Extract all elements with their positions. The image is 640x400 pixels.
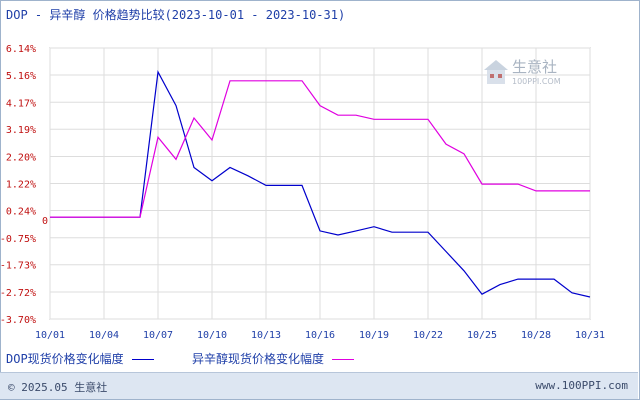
y-tick-label: 2.20% xyxy=(6,153,36,164)
grid xyxy=(49,47,591,320)
y-tick-label: -3.70% xyxy=(0,315,36,326)
x-tick-label: 10/25 xyxy=(467,330,497,341)
y-tick-label: -2.72% xyxy=(0,288,36,299)
legend-item-dop: DOP现货价格变化幅度 xyxy=(6,350,154,367)
footer: © 2025.05 生意社 www.100PPI.com xyxy=(0,372,638,399)
y-tick-label: 6.14% xyxy=(6,44,36,55)
x-tick-label: 10/07 xyxy=(143,330,173,341)
watermark-logo-icon: 生意社 100PPI.COM xyxy=(484,58,561,86)
legend-item-2eh: 异辛醇现货价格变化幅度 xyxy=(192,350,355,367)
series-lines xyxy=(50,70,591,298)
y-tick-label: 4.17% xyxy=(6,98,36,109)
x-tick-label: 10/10 xyxy=(197,330,227,341)
x-tick-label: 10/28 xyxy=(521,330,551,341)
chart-title: DOP - 异辛醇 价格趋势比较(2023-10-01 - 2023-10-31… xyxy=(6,8,346,22)
y-tick-label: 0.24% xyxy=(6,206,36,217)
watermark: 生意社 100PPI.COM xyxy=(478,52,578,92)
x-tick-labels: 10/01 10/04 10/07 10/10 10/13 10/16 10/19 10/22… xyxy=(35,330,605,341)
y-tick-label: 3.19% xyxy=(6,125,36,136)
y-tick-label: 5.16% xyxy=(6,71,36,82)
watermark-name: 生意社 xyxy=(512,58,557,76)
legend-swatch-dop xyxy=(131,359,154,360)
y-tick-label: 1.22% xyxy=(6,180,36,191)
y-zero-label: 0 xyxy=(42,216,48,227)
legend-label-2eh: 异辛醇现货价格变化幅度 xyxy=(192,352,325,366)
y-tick-labels: 6.14% 5.16% 4.17% 3.19% 2.20% 1.22% 0.24% -0.75… xyxy=(0,44,48,326)
x-tick-label: 10/13 xyxy=(251,330,281,341)
x-tick-label: 10/16 xyxy=(305,330,335,341)
legend-label-dop: DOP现货价格变化幅度 xyxy=(6,352,124,366)
x-tick-label: 10/01 xyxy=(35,330,65,341)
y-tick-label: -1.73% xyxy=(0,261,36,272)
series-line-2eh xyxy=(50,80,590,218)
x-tick-label: 10/22 xyxy=(413,330,443,341)
copyright: © 2025.05 生意社 xyxy=(8,381,108,394)
x-tick-label: 10/31 xyxy=(575,330,605,341)
x-tick-label: 10/19 xyxy=(359,330,389,341)
site-link[interactable]: www.100PPI.com xyxy=(535,379,628,392)
y-tick-label: -0.75% xyxy=(0,234,36,245)
x-tick-label: 10/04 xyxy=(89,330,119,341)
watermark-url: 100PPI.COM xyxy=(512,77,561,86)
legend-swatch-2eh xyxy=(332,359,355,360)
